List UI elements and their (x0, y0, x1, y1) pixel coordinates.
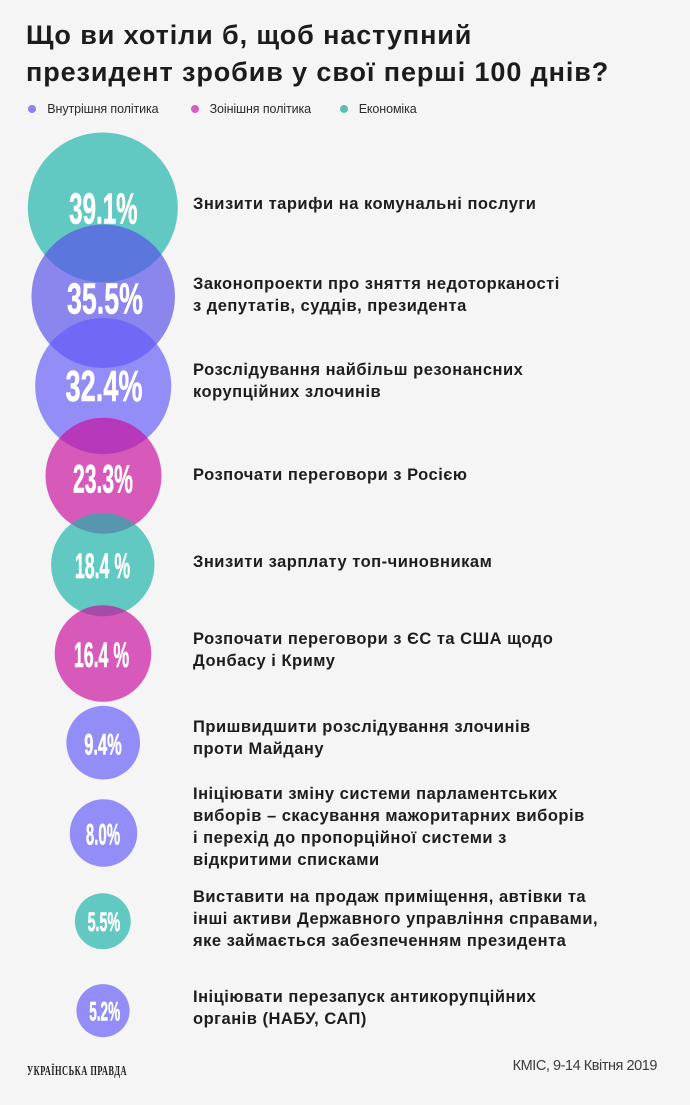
svg-text:18.4 %: 18.4 % (75, 546, 130, 586)
svg-text:8.0%: 8.0% (86, 819, 120, 852)
svg-text:35.5%: 35.5% (67, 274, 143, 323)
svg-text:32.4%: 32.4% (66, 362, 143, 411)
svg-text:39.1%: 39.1% (69, 184, 138, 233)
svg-text:16.4 %: 16.4 % (74, 635, 129, 675)
svg-text:23.3%: 23.3% (73, 458, 133, 502)
svg-text:5.2%: 5.2% (89, 997, 120, 1027)
svg-text:9.4%: 9.4% (84, 728, 122, 761)
svg-text:5.5%: 5.5% (88, 907, 121, 937)
